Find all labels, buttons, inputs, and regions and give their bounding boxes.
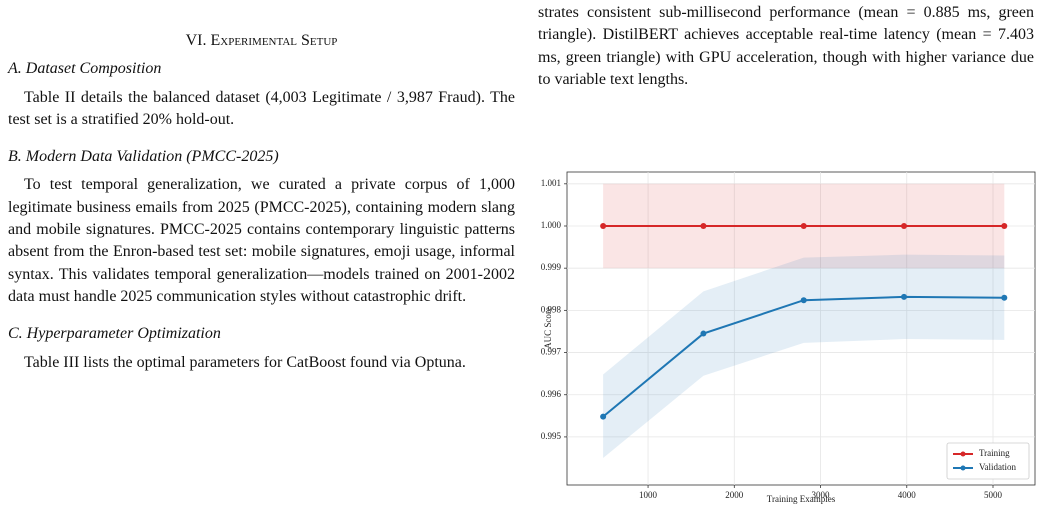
data-point: [600, 222, 607, 229]
data-point: [600, 413, 607, 420]
subsection-heading: B. Modern Data Validation (PMCC-2025): [8, 148, 279, 166]
y-tick-label: 1.000: [541, 220, 562, 230]
x-tick-label: 1000: [639, 490, 658, 500]
paragraph: strates consistent sub-millisecond perfo…: [538, 4, 1034, 88]
data-point: [901, 222, 908, 229]
data-point: [700, 222, 707, 229]
legend: Training Validation: [946, 442, 1030, 480]
data-point: [901, 293, 908, 300]
paragraph: Table III lists the optimal parameters f…: [24, 353, 466, 371]
y-axis-label: AUC Score: [543, 307, 553, 349]
data-point: [800, 222, 807, 229]
plot-frame: [566, 171, 1036, 486]
data-point: [1001, 222, 1008, 229]
legend-marker: [960, 465, 966, 471]
legend-label: Training: [979, 448, 1010, 458]
y-tick-label: 0.996: [541, 389, 562, 399]
paragraph: Table II details the balanced dataset (4…: [8, 88, 515, 128]
x-tick-label: 2000: [725, 490, 744, 500]
x-axis-label: Training Examples: [767, 494, 836, 504]
data-point: [1001, 294, 1008, 301]
x-tick-label: 3000: [812, 490, 831, 500]
y-tick-label: 0.999: [541, 262, 562, 272]
y-tick-label: 0.995: [541, 431, 562, 441]
data-point: [800, 297, 807, 304]
right-column: strates consistent sub-millisecond perfo…: [538, 2, 1034, 91]
legend-box: [946, 442, 1030, 480]
x-tick-label: 4000: [898, 490, 917, 500]
data-point: [700, 330, 707, 337]
grid: [567, 172, 1035, 485]
subsection-heading: A. Dataset Composition: [8, 60, 162, 78]
legend-label: Validation: [979, 462, 1016, 472]
legend-marker: [960, 451, 966, 457]
confidence-band: [603, 254, 1005, 459]
left-column: VI. Experimental Setup A. Dataset Compos…: [8, 30, 515, 374]
y-tick-label: 1.001: [541, 178, 561, 188]
paragraph: To test temporal generalization, we cura…: [8, 176, 515, 305]
y-tick-label: 0.997: [541, 347, 562, 357]
x-tick-label: 5000: [984, 490, 1003, 500]
section-heading: VI. Experimental Setup: [185, 32, 338, 49]
y-tick-label: 0.998: [541, 304, 562, 314]
subsection-heading: C. Hyperparameter Optimization: [8, 325, 221, 343]
